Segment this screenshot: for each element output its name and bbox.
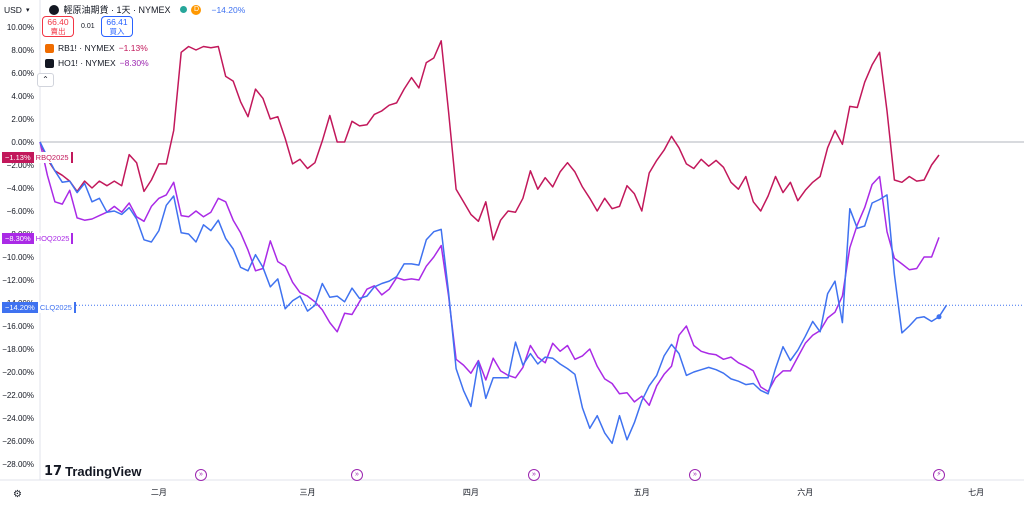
tradingview-logo[interactable]: 𝟭𝟳 TradingView xyxy=(44,463,141,479)
y-tick-label: 10.00% xyxy=(7,23,34,32)
badge-rb-symbol: RBQ2025 xyxy=(33,152,71,163)
y-tick-label: −4.00% xyxy=(7,184,34,193)
y-tick-label: −20.00% xyxy=(2,368,34,377)
y-tick-label: 4.00% xyxy=(11,92,34,101)
y-tick-label: −2.00% xyxy=(7,161,34,170)
sell-button[interactable]: 66.40 賣出 xyxy=(42,16,74,37)
x-tick-label: 六月 xyxy=(797,487,813,497)
y-tick-label: −6.00% xyxy=(7,207,34,216)
badge-ho-symbol: HOQ2025 xyxy=(33,233,72,244)
x-tick-label: 四月 xyxy=(463,488,479,497)
y-tick-label: −24.00% xyxy=(2,414,34,423)
symbol-change: −14.20% xyxy=(211,4,246,15)
x-axis-ticks: 二月 三月 四月 五月 六月 七月 xyxy=(151,487,984,497)
badge-ho: −8.30% HOQ2025 xyxy=(2,233,74,244)
y-tick-label: −12.00% xyxy=(2,276,34,285)
legend-rb-change: −1.13% xyxy=(118,43,148,53)
y-tick-label: −18.00% xyxy=(2,345,34,354)
legend-rb-symbol: RB1! · NYMEX xyxy=(58,43,115,53)
sell-label: 賣出 xyxy=(50,27,66,36)
badge-cl-symbol: CLQ2025 xyxy=(37,302,74,313)
collapse-legend-button[interactable]: ⌃ xyxy=(37,73,54,87)
buy-button[interactable]: 66.41 買入 xyxy=(101,16,133,37)
main-legend: USD ▾ 輕原油期貨 · 1天 · NYMEX D −14.20% xyxy=(4,3,245,16)
event-marker-1[interactable]: » xyxy=(195,469,207,481)
badge-cl-pct: −14.20% xyxy=(5,303,35,312)
legend-rb[interactable]: RB1! · NYMEX −1.13% xyxy=(45,43,148,53)
interval-badge: D xyxy=(191,4,202,15)
x-tick-label: 七月 xyxy=(968,488,984,497)
buy-price: 66.41 xyxy=(106,17,128,27)
double-chevron-icon: » xyxy=(355,471,359,478)
badge-ho-pct: −8.30% xyxy=(5,234,31,243)
y-tick-label: −16.00% xyxy=(2,322,34,331)
legend-ho-symbol: HO1! · NYMEX xyxy=(58,58,116,68)
series-lines[interactable] xyxy=(39,40,948,445)
series-line-2[interactable] xyxy=(39,141,948,445)
event-marker-5[interactable]: ⚡ xyxy=(933,469,945,481)
event-marker-4[interactable]: » xyxy=(689,469,701,481)
series-line-0[interactable] xyxy=(39,40,940,241)
double-chevron-icon: » xyxy=(199,471,203,478)
spread-value: 0.01 xyxy=(81,23,95,30)
chevron-up-icon: ⌃ xyxy=(42,75,49,84)
currency-label[interactable]: USD xyxy=(4,4,22,15)
y-tick-label: 0.00% xyxy=(11,138,34,147)
series-line-1[interactable] xyxy=(39,141,940,407)
zero-baseline xyxy=(40,141,1024,306)
y-tick-label: −26.00% xyxy=(2,437,34,446)
gasoline-symbol-icon xyxy=(45,43,54,53)
gear-icon[interactable]: ⚙ xyxy=(13,489,22,500)
y-tick-label: 8.00% xyxy=(11,46,34,55)
legend-ho-change: −8.30% xyxy=(119,58,149,68)
market-status-icon xyxy=(180,6,188,13)
x-tick-label: 二月 xyxy=(151,488,167,497)
event-marker-3[interactable]: » xyxy=(528,469,540,481)
double-chevron-icon: » xyxy=(532,471,536,478)
y-tick-label: −28.00% xyxy=(2,460,34,469)
y-tick-label: 2.00% xyxy=(11,115,34,124)
y-axis-ticks: 10.00% 8.00% 6.00% 4.00% 2.00% 0.00% −2.00% −4.… xyxy=(2,23,34,469)
tradingview-wordmark: TradingView xyxy=(65,463,142,479)
buy-label: 買入 xyxy=(109,27,125,36)
badge-rb: −1.13% RBQ2025 xyxy=(2,152,73,163)
sell-price: 66.40 xyxy=(47,17,69,27)
x-tick-label: 三月 xyxy=(299,488,315,497)
cl-last-point xyxy=(936,314,942,320)
lightning-icon: ⚡ xyxy=(936,471,942,478)
y-tick-label: −22.00% xyxy=(2,391,34,400)
x-tick-label: 五月 xyxy=(634,488,650,497)
badge-cl: −14.20% CLQ2025 xyxy=(2,302,76,313)
legend-ho[interactable]: HO1! · NYMEX −8.30% xyxy=(45,58,149,68)
badge-rb-pct: −1.13% xyxy=(5,153,31,162)
heating-oil-symbol-icon xyxy=(45,58,54,68)
tradingview-mark-icon: 𝟭𝟳 xyxy=(44,463,63,478)
y-tick-label: 6.00% xyxy=(11,69,34,78)
event-marker-2[interactable]: » xyxy=(351,469,363,481)
double-chevron-icon: » xyxy=(693,471,697,478)
currency-dropdown-icon[interactable]: ▾ xyxy=(25,6,30,14)
crude-oil-symbol-icon xyxy=(49,4,60,15)
y-tick-label: −10.00% xyxy=(2,253,34,262)
symbol-title[interactable]: 輕原油期貨 · 1天 · NYMEX xyxy=(63,5,171,15)
